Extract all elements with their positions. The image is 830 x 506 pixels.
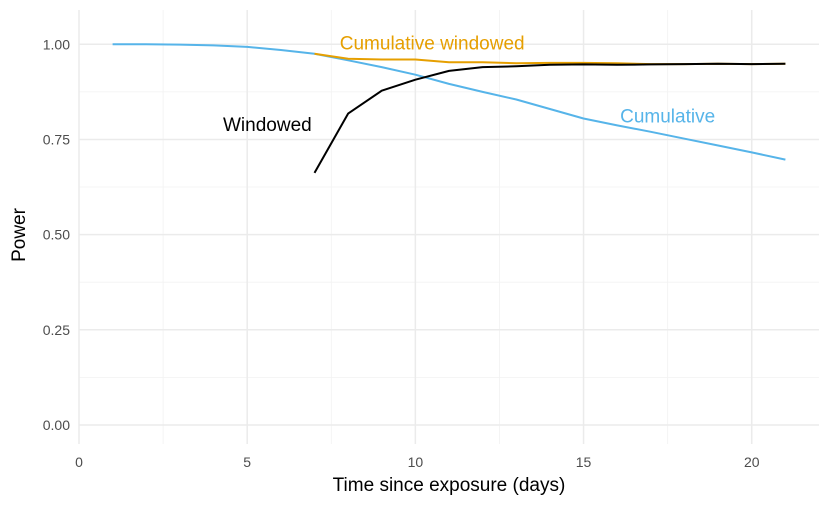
series-line-cumulative-windowed [314, 52, 786, 66]
x-axis-title: Time since exposure (days) [333, 475, 566, 496]
series-label-cumulative-windowed: Cumulative windowed [340, 33, 525, 54]
y-axis-tick-labels: 0.00 0.25 0.50 0.75 1.00 [43, 36, 70, 433]
y-tick-label: 1.00 [43, 36, 70, 52]
series-line-cumulative [112, 43, 786, 161]
y-tick-label: 0.00 [43, 417, 70, 433]
series-label-cumulative: Cumulative [620, 106, 715, 127]
y-tick-label: 0.50 [43, 227, 70, 243]
series-labels: Cumulative Cumulative windowed Windowed [223, 33, 715, 136]
series-line-windowed [313, 62, 786, 174]
major-gridlines [78, 10, 819, 444]
y-axis-title: Power [9, 207, 30, 262]
series-label-windowed: Windowed [223, 115, 312, 136]
x-tick-label: 0 [75, 454, 83, 470]
x-tick-label: 15 [576, 454, 592, 470]
minor-gridlines [79, 10, 819, 444]
x-axis-tick-labels: 0 5 10 15 20 [75, 454, 760, 470]
y-tick-label: 0.75 [43, 131, 70, 147]
series-lines [112, 43, 786, 174]
x-tick-label: 10 [408, 454, 424, 470]
x-tick-label: 20 [744, 454, 760, 470]
x-tick-label: 5 [243, 454, 251, 470]
y-tick-label: 0.25 [43, 322, 70, 338]
